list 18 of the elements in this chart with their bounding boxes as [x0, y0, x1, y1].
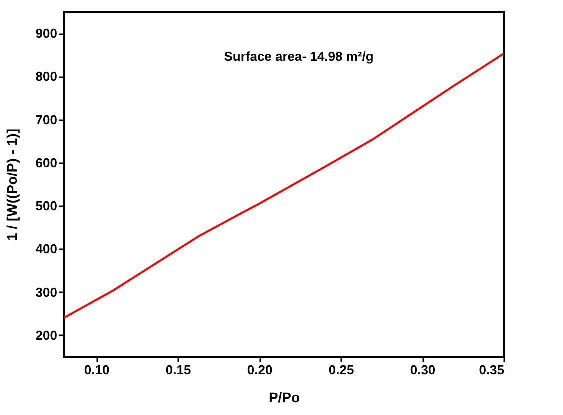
y-tick-label: 600 [36, 155, 58, 170]
x-axis-title: P/Po [268, 390, 300, 406]
y-tick-label: 800 [36, 69, 58, 84]
y-tick-label: 400 [36, 242, 58, 257]
annotation: Surface area- 14.98 m²/g [224, 49, 374, 64]
y-tick-label: 900 [36, 26, 58, 42]
line-series [64, 52, 504, 320]
y-tick-label: 700 [36, 112, 58, 128]
x-tick-label: 0.20 [247, 362, 273, 378]
x-tick-label: 0.25 [328, 362, 354, 378]
y-tick-label: 300 [36, 284, 58, 300]
x-tick-label: 0.30 [410, 362, 436, 378]
x-tick-label: 0.35 [479, 362, 504, 378]
y-tick-label: 500 [36, 198, 58, 214]
y-axis-title: 1 / [W((Po/P) - 1)] [4, 129, 20, 241]
x-tick-label: 0.10 [84, 362, 110, 378]
y-tick-label: 200 [36, 328, 58, 343]
x-tick-label: 0.15 [166, 362, 192, 378]
